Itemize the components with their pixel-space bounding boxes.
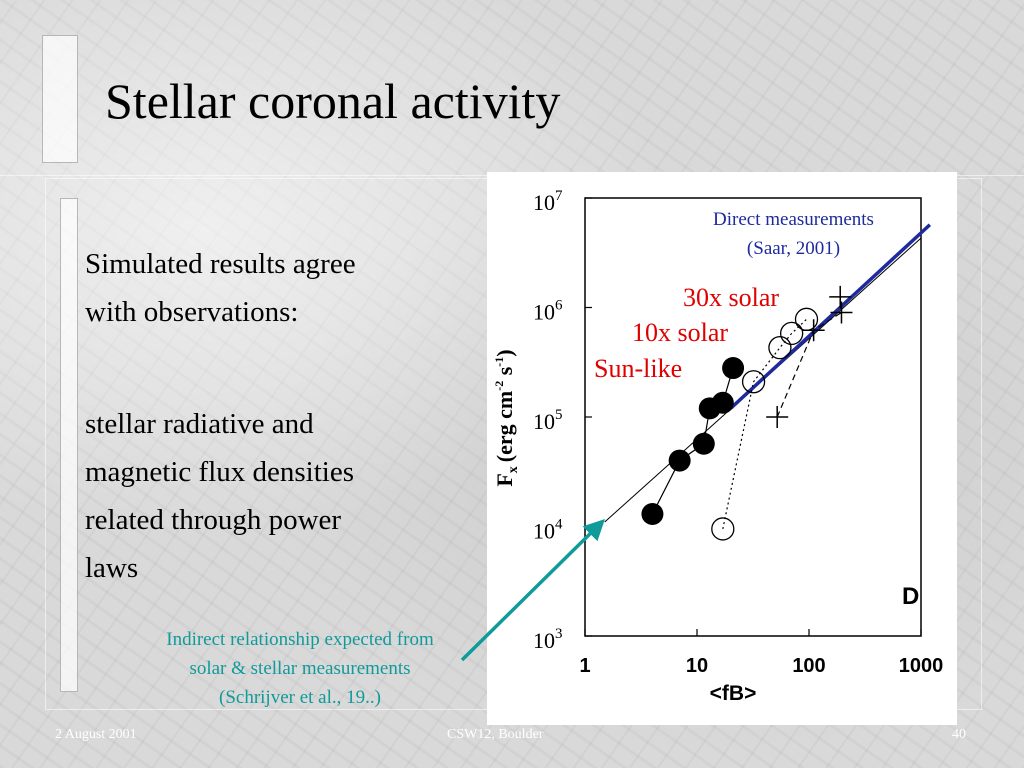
data-point-open [711, 517, 735, 541]
data-point-filled [711, 391, 734, 414]
note-line: Direct measurements [713, 209, 874, 230]
indirect-relationship-note: Indirect relationship expected from sola… [110, 625, 490, 712]
y-label-units: (erg cm [492, 391, 517, 462]
x-axis-label: <fB> [710, 682, 757, 705]
data-point-filled [641, 503, 664, 526]
y-tick-label: 105 [533, 407, 563, 434]
decorative-bar-title [42, 35, 78, 163]
bullet-line: with observations: [85, 296, 299, 328]
data-point-filled [668, 449, 691, 472]
bullet-line: stellar radiative and [85, 408, 314, 440]
bullet-line: magnetic flux densities [85, 456, 354, 488]
bullet-line: laws [85, 552, 139, 584]
footer-event: CSW12, Boulder [447, 727, 544, 742]
x-tick-label: 1000 [899, 655, 944, 677]
y-axis-label: Fx (erg cm-2 s-1) [492, 349, 521, 486]
data-point-plus [802, 319, 825, 342]
y-tick-label: 107 [533, 188, 563, 215]
bullet-power-laws: stellar radiative and magnetic flux dens… [85, 400, 475, 592]
label-30x-solar: 30x solar [683, 283, 780, 312]
note-line: (Schrijver et al., 19..) [219, 687, 381, 708]
decorative-bar-body [60, 198, 78, 692]
footer-page-number: 40 [952, 727, 966, 742]
bullet-line: Simulated results agree [85, 248, 356, 280]
bullet-line: related through power [85, 504, 342, 536]
note-line: (Saar, 2001) [746, 238, 841, 259]
note-line: solar & stellar measurements [189, 658, 411, 679]
data-point-open [768, 335, 792, 360]
data-point-open [780, 321, 804, 346]
y-label-close: ) [492, 349, 517, 356]
label-10x-solar: 10x solar [632, 318, 729, 347]
series-connector [651, 367, 734, 515]
panel-label: D [902, 583, 919, 610]
data-point-plus [830, 301, 853, 324]
data-point-plus [766, 406, 789, 428]
svg-text:Fx(erg cm-2 s-1): Fx (erg cm-2 s-1) [492, 349, 521, 486]
x-tick-label: 1 [579, 655, 590, 677]
direct-measurements-note: Direct measurements (Saar, 2001) [676, 205, 911, 263]
x-tick-label: 10 [686, 655, 708, 677]
note-line: Indirect relationship expected from [166, 629, 434, 650]
y-label-mid: s [492, 366, 517, 381]
data-point-filled [722, 357, 745, 380]
data-point-open [741, 370, 766, 394]
slide-title: Stellar coronal activity [105, 73, 561, 129]
x-tick-label: 100 [792, 655, 825, 677]
footer-date: 2 August 2001 [55, 727, 137, 742]
chart-panel [487, 172, 957, 725]
y-label-exp1: -2 [492, 381, 506, 391]
indirect-arrow [460, 519, 605, 662]
y-label-exp2: -1 [492, 357, 506, 367]
label-sun-like: Sun-like [594, 354, 683, 383]
bullet-observations: Simulated results agree with observation… [85, 240, 475, 336]
y-tick-label: 104 [533, 517, 563, 544]
series-connector [722, 318, 807, 530]
y-label-main: F [492, 473, 517, 486]
y-tick-label: 106 [533, 298, 563, 325]
data-point-plus [829, 285, 852, 308]
data-point-filled [692, 432, 715, 455]
y-label-sub: x [506, 466, 521, 473]
y-tick-label: 103 [533, 626, 563, 653]
plot-frame [584, 197, 922, 637]
